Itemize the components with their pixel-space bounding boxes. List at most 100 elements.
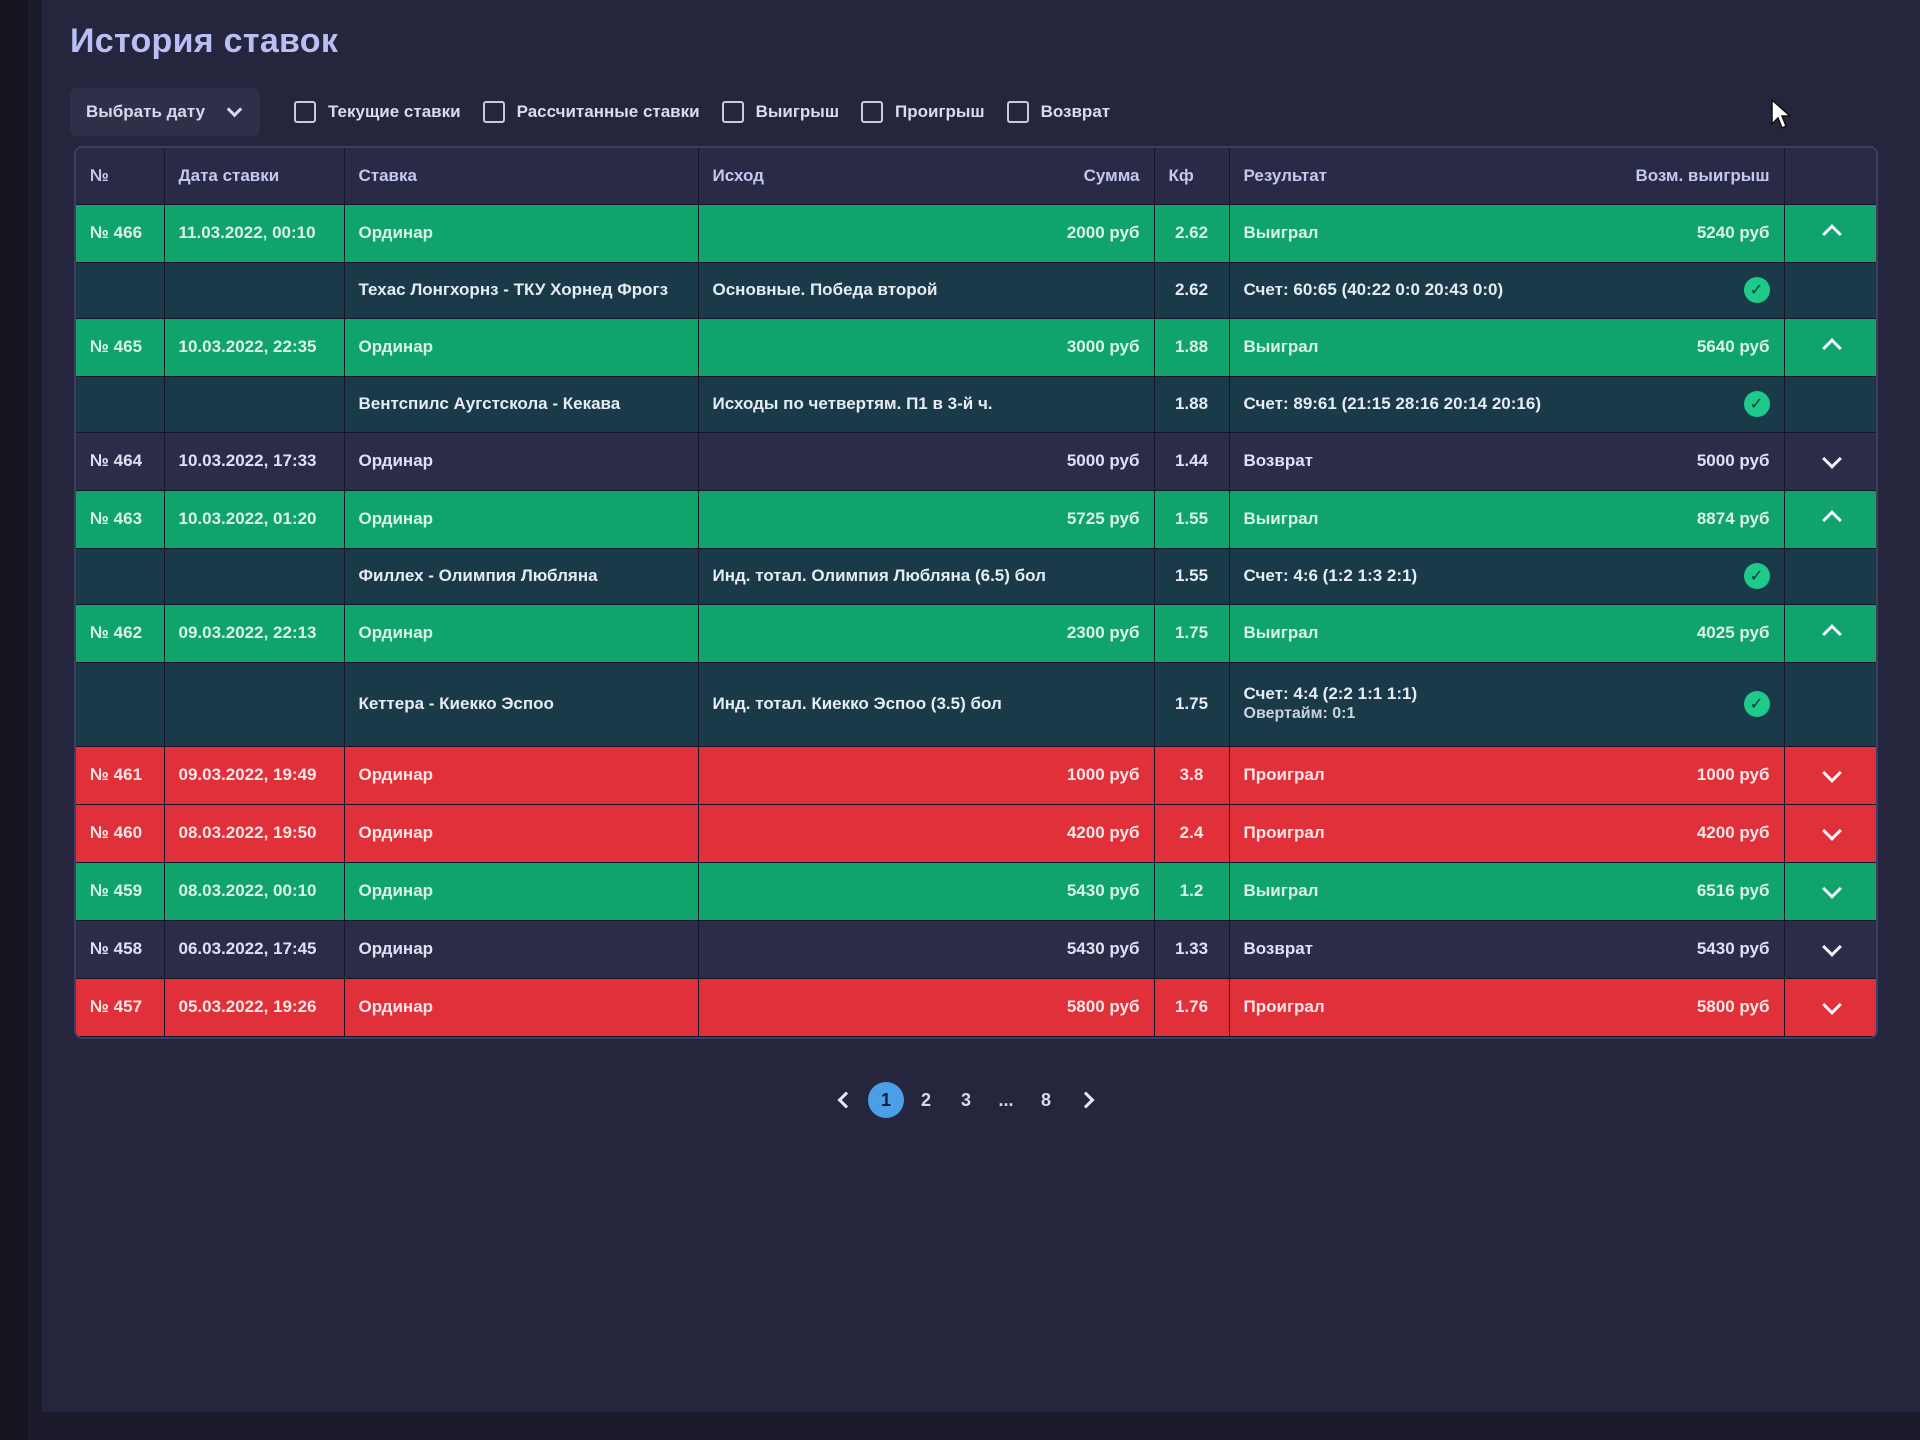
filter-settled[interactable]: Рассчитанные ставки <box>482 101 700 123</box>
bet-result-cell: Выиграл 6516 руб <box>1229 862 1785 921</box>
detail-coef: 1.75 <box>1154 662 1230 747</box>
bet-result-cell: Возврат 5430 руб <box>1229 920 1785 979</box>
bet-row[interactable]: № 463 10.03.2022, 01:20 Ординар 5725 руб 1.5… <box>76 490 1876 549</box>
detail-event: Филлех - Олимпия Любляна <box>344 548 699 605</box>
bet-row[interactable]: № 462 09.03.2022, 22:13 Ординар 2300 руб 1.7… <box>76 604 1876 663</box>
bet-possible-win: 6516 руб <box>1696 881 1770 900</box>
chevron-up-icon[interactable] <box>1822 509 1843 530</box>
bet-row[interactable]: № 465 10.03.2022, 22:35 Ординар 3000 руб 1.8… <box>76 318 1876 377</box>
bet-number: № 459 <box>76 862 165 921</box>
bet-row[interactable]: № 466 11.03.2022, 00:10 Ординар 2000 руб 2.6… <box>76 204 1876 263</box>
header-date: Дата ставки <box>164 148 345 205</box>
header-coef: Кф <box>1154 148 1230 205</box>
bet-result: Проиграл <box>1243 997 1325 1016</box>
check-circle-icon: ✓ <box>1743 277 1770 303</box>
chevron-down-icon[interactable] <box>1822 821 1843 841</box>
page-title: История ставок <box>70 22 339 60</box>
detail-outcome: Основные. Победа второй <box>698 262 1155 319</box>
row-toggle-cell[interactable] <box>1784 862 1876 921</box>
page-button[interactable]: 8 <box>1040 1089 1051 1110</box>
checkbox-won[interactable] <box>721 101 744 123</box>
bet-row[interactable]: № 458 06.03.2022, 17:45 Ординар 5430 руб 1.3… <box>76 920 1876 979</box>
bet-result-wrap: Возврат 5430 руб <box>1244 939 1770 959</box>
row-toggle-cell[interactable] <box>1784 804 1876 863</box>
checkbox-return[interactable] <box>1006 101 1029 123</box>
detail-empty <box>164 376 345 433</box>
bet-row[interactable]: № 457 05.03.2022, 19:26 Ординар 5800 руб 1.7… <box>76 978 1876 1037</box>
bet-possible-win: 8874 руб <box>1696 509 1770 528</box>
chevron-down-icon[interactable] <box>1822 449 1843 469</box>
bet-possible-win: 5430 руб <box>1696 939 1770 958</box>
detail-coef: 2.62 <box>1154 262 1230 319</box>
detail-score-cell: Счет: 4:4 (2:2 1:1 1:1) Овертайм: 0:1 ✓ <box>1229 662 1785 747</box>
detail-score-cell: Счет: 60:65 (40:22 0:0 20:43 0:0) ✓ <box>1229 262 1785 319</box>
bet-date: 11.03.2022, 00:10 <box>164 204 345 263</box>
page-button[interactable]: 1 <box>868 1082 904 1118</box>
checkbox-current[interactable] <box>294 101 316 123</box>
date-select-label: Выбрать дату <box>86 102 206 121</box>
next-page-button[interactable] <box>1068 1082 1104 1118</box>
chevron-down-icon[interactable] <box>1822 879 1843 899</box>
bet-result-wrap: Выиграл 4025 руб <box>1244 623 1770 643</box>
row-toggle-cell[interactable] <box>1784 920 1876 979</box>
bet-date: 09.03.2022, 19:49 <box>164 746 345 805</box>
bet-coef: 1.76 <box>1154 978 1230 1037</box>
row-toggle-cell[interactable] <box>1784 978 1876 1037</box>
bet-number: № 458 <box>76 920 165 979</box>
bet-result: Выиграл <box>1243 223 1319 242</box>
page-button[interactable]: 2 <box>920 1089 931 1110</box>
bet-number: № 461 <box>76 746 165 805</box>
header-result-win: Результат Возм. выигрыш <box>1229 148 1785 205</box>
chevron-up-icon[interactable] <box>1822 223 1843 244</box>
row-toggle-cell[interactable] <box>1784 432 1876 491</box>
detail-event: Техас Лонгхорнз - ТКУ Хорнед Фрогз <box>344 262 699 319</box>
bet-result: Выиграл <box>1243 509 1319 528</box>
bet-date: 08.03.2022, 00:10 <box>164 862 345 921</box>
detail-score-wrap: Счет: 89:61 (21:15 28:16 20:14 20:16) ✓ <box>1244 391 1770 417</box>
page-button[interactable]: 3 <box>960 1089 971 1110</box>
bet-possible-win: 5800 руб <box>1696 997 1770 1016</box>
table-body: № 466 11.03.2022, 00:10 Ординар 2000 руб 2.6… <box>76 204 1876 1037</box>
filter-current-label: Текущие ставки <box>328 102 461 121</box>
filter-lost[interactable]: Проигрыш <box>861 101 985 123</box>
prev-page-button[interactable] <box>828 1082 864 1118</box>
bet-result-wrap: Выиграл 8874 руб <box>1244 509 1770 529</box>
bet-row[interactable]: № 461 09.03.2022, 19:49 Ординар 1000 руб 3.8… <box>76 746 1876 805</box>
bet-sum: 5725 руб <box>698 490 1155 549</box>
bet-result: Проиграл <box>1243 765 1325 784</box>
bet-type: Ординар <box>344 746 699 805</box>
checkbox-settled[interactable] <box>482 101 505 123</box>
detail-outcome: Исходы по четвертям. П1 в 3-й ч. <box>698 376 1155 433</box>
detail-score-wrap: Счет: 60:65 (40:22 0:0 20:43 0:0) ✓ <box>1244 277 1770 303</box>
detail-event: Кеттера - Киекко Эспоо <box>344 662 699 747</box>
chevron-up-icon[interactable] <box>1822 337 1843 358</box>
bet-row[interactable]: № 460 08.03.2022, 19:50 Ординар 4200 руб 2.4… <box>76 804 1876 863</box>
bet-row[interactable]: № 459 08.03.2022, 00:10 Ординар 5430 руб 1.2… <box>76 862 1876 921</box>
filter-won[interactable]: Выигрыш <box>721 101 839 123</box>
row-toggle-cell[interactable] <box>1784 204 1876 263</box>
bet-row[interactable]: № 464 10.03.2022, 17:33 Ординар 5000 руб 1.4… <box>76 432 1876 491</box>
bet-result-cell: Выиграл 5240 руб <box>1229 204 1785 263</box>
filter-current[interactable]: Текущие ставки <box>294 101 461 123</box>
chevron-down-icon[interactable] <box>1822 937 1843 957</box>
row-toggle-cell[interactable] <box>1784 490 1876 549</box>
bet-result-cell: Выиграл 4025 руб <box>1229 604 1785 663</box>
date-select[interactable]: Выбрать дату <box>70 88 260 136</box>
row-toggle-cell[interactable] <box>1784 604 1876 663</box>
header-result: Результат <box>1243 165 1328 185</box>
filter-return[interactable]: Возврат <box>1006 101 1110 123</box>
chevron-down-icon[interactable] <box>1822 763 1843 783</box>
checkbox-lost[interactable] <box>861 101 883 123</box>
bet-number: № 457 <box>76 978 165 1037</box>
bet-sum: 5000 руб <box>698 432 1155 491</box>
chevron-down-icon[interactable] <box>1822 995 1843 1015</box>
bet-coef: 2.62 <box>1154 204 1230 263</box>
bet-coef: 3.8 <box>1154 746 1230 805</box>
bet-coef: 1.55 <box>1154 490 1230 549</box>
check-circle-icon: ✓ <box>1743 563 1770 589</box>
header-outcome: Исход <box>712 165 764 185</box>
row-toggle-cell[interactable] <box>1784 318 1876 377</box>
detail-empty <box>164 262 345 319</box>
chevron-up-icon[interactable] <box>1822 623 1843 644</box>
row-toggle-cell[interactable] <box>1784 746 1876 805</box>
